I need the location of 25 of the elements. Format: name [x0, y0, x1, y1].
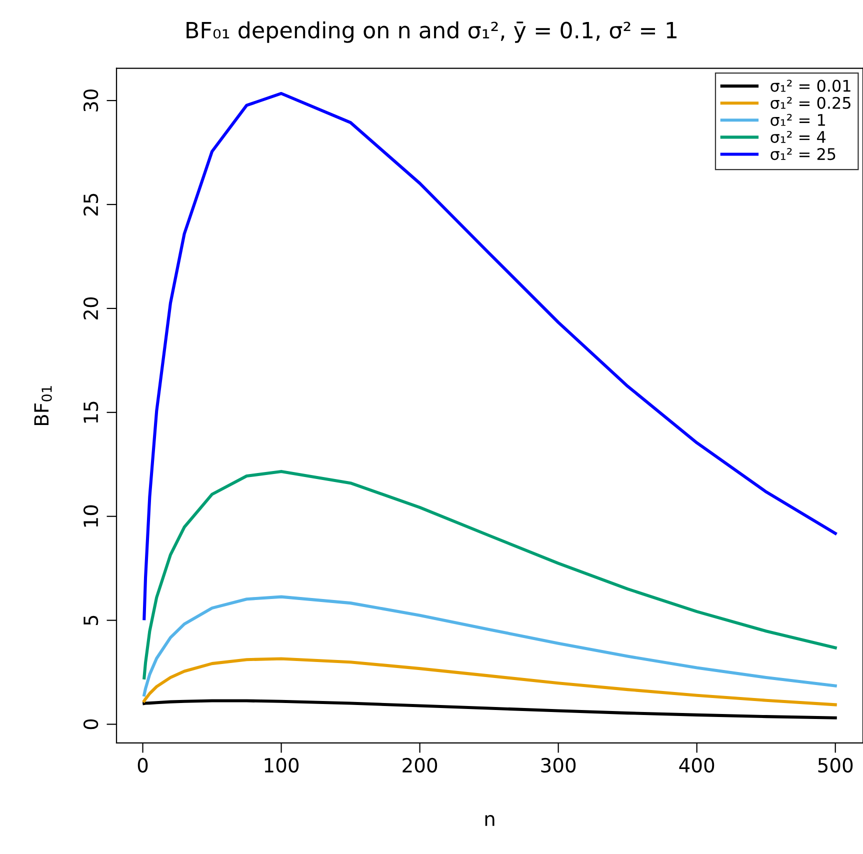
- x-tick-label: 200: [402, 758, 438, 773]
- y-tick-label: 15: [84, 402, 98, 423]
- x-tick-label: 400: [679, 758, 714, 773]
- y-tick-label: 30: [83, 89, 98, 112]
- line-series: [142, 699, 837, 720]
- legend-label: σ₁² = 0.01: [770, 80, 850, 92]
- chart-title: BF₀₁ depending on n and σ₁², ȳ = 0.1, σ² = 1: [186, 21, 677, 43]
- legend-label: σ₁² = 4: [770, 130, 826, 144]
- x-tick-label: 100: [264, 758, 299, 773]
- line-series: [142, 657, 837, 706]
- x-tick-label: 300: [541, 758, 576, 773]
- y-tick-label: 5: [84, 616, 98, 625]
- y-tick-label: 25: [83, 194, 98, 216]
- legend-label: σ₁² = 0.25: [770, 96, 850, 109]
- line-series: [142, 595, 837, 696]
- x-axis-title: n: [485, 814, 494, 826]
- y-tick-label: 0: [83, 719, 98, 730]
- y-tick-label: 20: [83, 297, 98, 320]
- line-series: [142, 470, 837, 680]
- legend-label: σ₁² = 1: [770, 114, 825, 126]
- legend-label: σ₁² = 25: [770, 148, 836, 160]
- x-tick-label: 500: [818, 758, 853, 773]
- y-tick-label: 10: [83, 505, 98, 527]
- y-axis-title: BF$_{01}$: [34, 386, 52, 426]
- x-tick-label: 0: [138, 758, 148, 773]
